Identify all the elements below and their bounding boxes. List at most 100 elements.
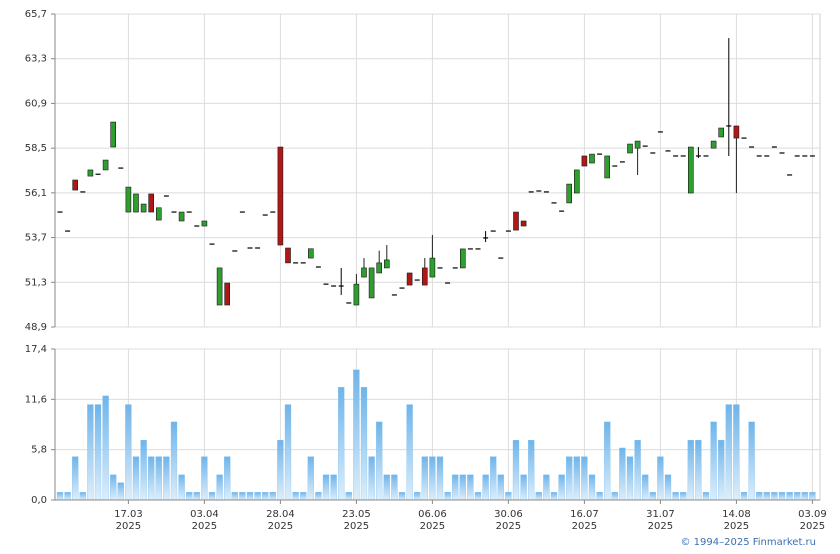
- candle-body: [627, 143, 633, 154]
- candle-body: [634, 140, 641, 149]
- y-tick-label: 56,1: [25, 188, 47, 199]
- volume-bar: [155, 456, 162, 501]
- volume-bar: [406, 404, 413, 501]
- volume-bar: [626, 456, 634, 501]
- candle-body: [285, 247, 291, 264]
- volume-bar: [619, 447, 626, 501]
- candle-body: [102, 159, 109, 171]
- candle-body: [148, 193, 154, 213]
- candle-body: [406, 272, 413, 286]
- y-tick-label: 53,7: [25, 233, 47, 244]
- y-tick-label: 51,3: [25, 277, 47, 288]
- volume-bar: [756, 492, 763, 501]
- y-tick-label: 60,9: [25, 98, 47, 109]
- volume-bar: [170, 421, 178, 501]
- volume-bar: [763, 492, 770, 501]
- volume-bar: [117, 482, 124, 501]
- candle-body: [353, 283, 360, 306]
- volume-bar: [292, 492, 299, 501]
- volume-bar: [657, 456, 664, 501]
- candle-body: [201, 220, 208, 227]
- volume-bar: [649, 492, 656, 501]
- candle-body: [383, 259, 390, 269]
- volume-bar: [94, 404, 102, 501]
- volume-bar: [710, 421, 717, 501]
- volume-bar: [748, 421, 755, 501]
- x-tick-label: 2025: [724, 521, 749, 532]
- candle-body: [368, 267, 375, 299]
- x-tick-label: 23.05: [342, 509, 371, 520]
- volume-bar: [596, 492, 603, 501]
- volume-bar: [452, 474, 459, 501]
- volume-bar: [520, 474, 527, 501]
- volume-bar: [740, 492, 748, 501]
- volume-bar: [725, 404, 732, 501]
- candle-body: [361, 267, 367, 278]
- volume-bar: [148, 456, 155, 501]
- volume-bar: [702, 492, 710, 501]
- volume-bar: [687, 439, 694, 501]
- candle-body: [581, 155, 588, 167]
- volume-bar: [72, 456, 79, 501]
- volume-bar: [573, 456, 580, 501]
- volume-bar: [528, 439, 535, 501]
- volume-bar: [322, 474, 330, 501]
- volume-bar: [634, 439, 641, 501]
- volume-bar: [566, 456, 573, 501]
- y-tick-label: 11,6: [25, 394, 47, 405]
- candle-body: [589, 153, 595, 164]
- volume-bar: [414, 492, 421, 501]
- volume-bar: [102, 395, 109, 501]
- y-tick-label: 0,0: [31, 495, 47, 506]
- volume-bar: [269, 492, 276, 501]
- candle-body: [307, 248, 314, 259]
- volume-bar: [467, 474, 474, 501]
- volume-bar: [535, 492, 542, 501]
- volume-bar: [368, 456, 375, 501]
- x-tick-label: 30.06: [494, 509, 523, 520]
- candle-body: [459, 248, 466, 269]
- volume-bar: [56, 492, 64, 501]
- volume-bar: [186, 492, 193, 501]
- candle-body: [178, 211, 185, 222]
- candle-body: [604, 155, 611, 179]
- y-tick-label: 17,4: [25, 344, 47, 355]
- marks: [56, 38, 816, 501]
- x-tick-label: 06.06: [418, 509, 447, 520]
- volume-bar: [376, 421, 383, 501]
- volume-bar: [604, 421, 611, 501]
- x-tick-label: 2025: [648, 521, 673, 532]
- y-tick-label: 48,9: [25, 322, 47, 333]
- volume-bar: [718, 439, 725, 501]
- volume-bar: [383, 474, 390, 501]
- candle-body: [133, 193, 139, 213]
- x-tick-label: 31.07: [646, 509, 675, 520]
- volume-bar: [193, 492, 200, 501]
- volume-bar: [490, 456, 497, 501]
- candle-body: [376, 262, 383, 274]
- candle-body: [125, 186, 132, 213]
- volume-bar: [588, 474, 596, 501]
- volume-bar: [307, 456, 314, 501]
- x-tick-label: 2025: [496, 521, 521, 532]
- volume-bar: [163, 456, 170, 501]
- volume-bar: [79, 492, 86, 501]
- volume-bar: [360, 387, 368, 501]
- x-tick-label: 03.04: [190, 509, 219, 520]
- volume-bar: [353, 369, 360, 501]
- volume-bar: [695, 439, 702, 501]
- volume-bar: [771, 492, 778, 501]
- volume-bar: [474, 492, 482, 501]
- candle-body: [520, 220, 527, 227]
- volume-bar: [733, 404, 740, 501]
- x-tick-label: 2025: [572, 521, 597, 532]
- candle-body: [513, 211, 519, 231]
- volume-bar: [132, 456, 140, 501]
- x-tick-label: 2025: [420, 521, 445, 532]
- candle-body: [277, 146, 284, 246]
- volume-bar: [224, 456, 231, 501]
- volume-bar: [277, 439, 284, 501]
- x-tick-label: 28.04: [266, 509, 295, 520]
- volume-bar: [581, 456, 588, 501]
